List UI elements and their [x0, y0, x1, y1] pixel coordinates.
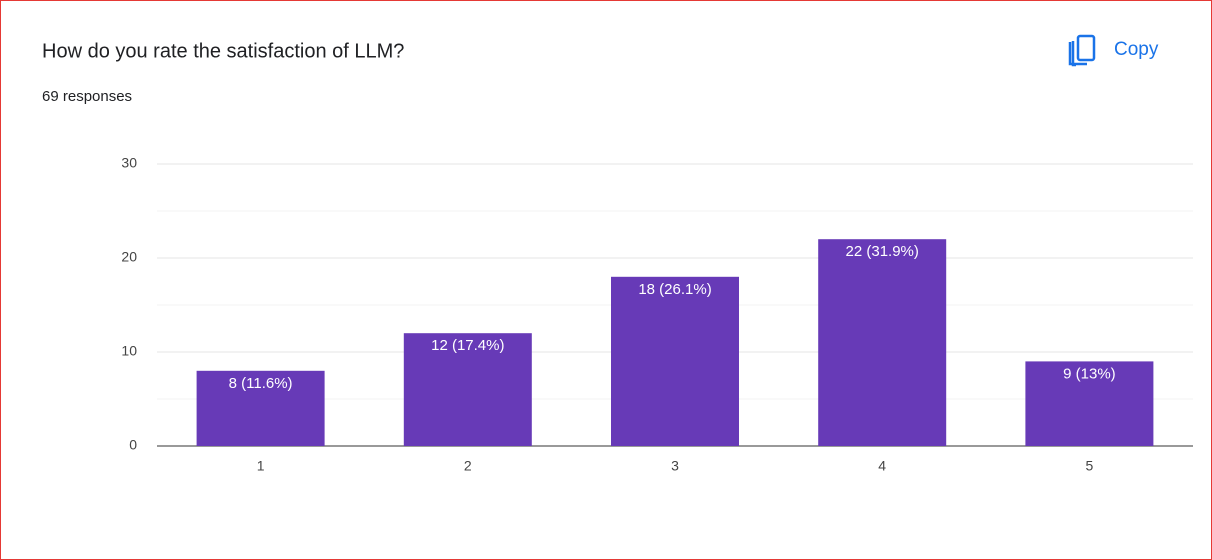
- copy-button[interactable]: Copy: [1068, 34, 1159, 67]
- data-label: 22 (31.9%): [846, 243, 919, 260]
- x-tick-label: 3: [671, 458, 679, 474]
- bar: [196, 370, 325, 446]
- bar: [1025, 361, 1154, 446]
- bar: [403, 333, 532, 446]
- x-tick-label: 2: [464, 458, 472, 474]
- chart-subtitle: 69 responses: [42, 88, 132, 105]
- y-tick-label: 30: [121, 155, 137, 171]
- bar: [818, 239, 947, 446]
- chart-title: How do you rate the satisfaction of LLM?: [42, 40, 404, 62]
- data-label: 12 (17.4%): [431, 337, 504, 354]
- y-tick-label: 20: [121, 249, 137, 265]
- data-label: 18 (26.1%): [638, 281, 711, 298]
- bar: [611, 276, 739, 446]
- copy-icon: [1068, 42, 1087, 66]
- copy-label[interactable]: Copy: [1114, 39, 1159, 60]
- data-label: 9 (13%): [1063, 365, 1116, 382]
- copy-icon: [1071, 41, 1076, 67]
- y-tick-label: 10: [121, 343, 137, 359]
- copy-icon: [1076, 34, 1096, 62]
- x-tick-label: 5: [1086, 458, 1094, 474]
- x-tick-label: 4: [878, 458, 886, 474]
- data-label: 8 (11.6%): [229, 375, 293, 392]
- x-tick-label: 1: [257, 458, 265, 474]
- y-tick-label: 0: [129, 437, 137, 453]
